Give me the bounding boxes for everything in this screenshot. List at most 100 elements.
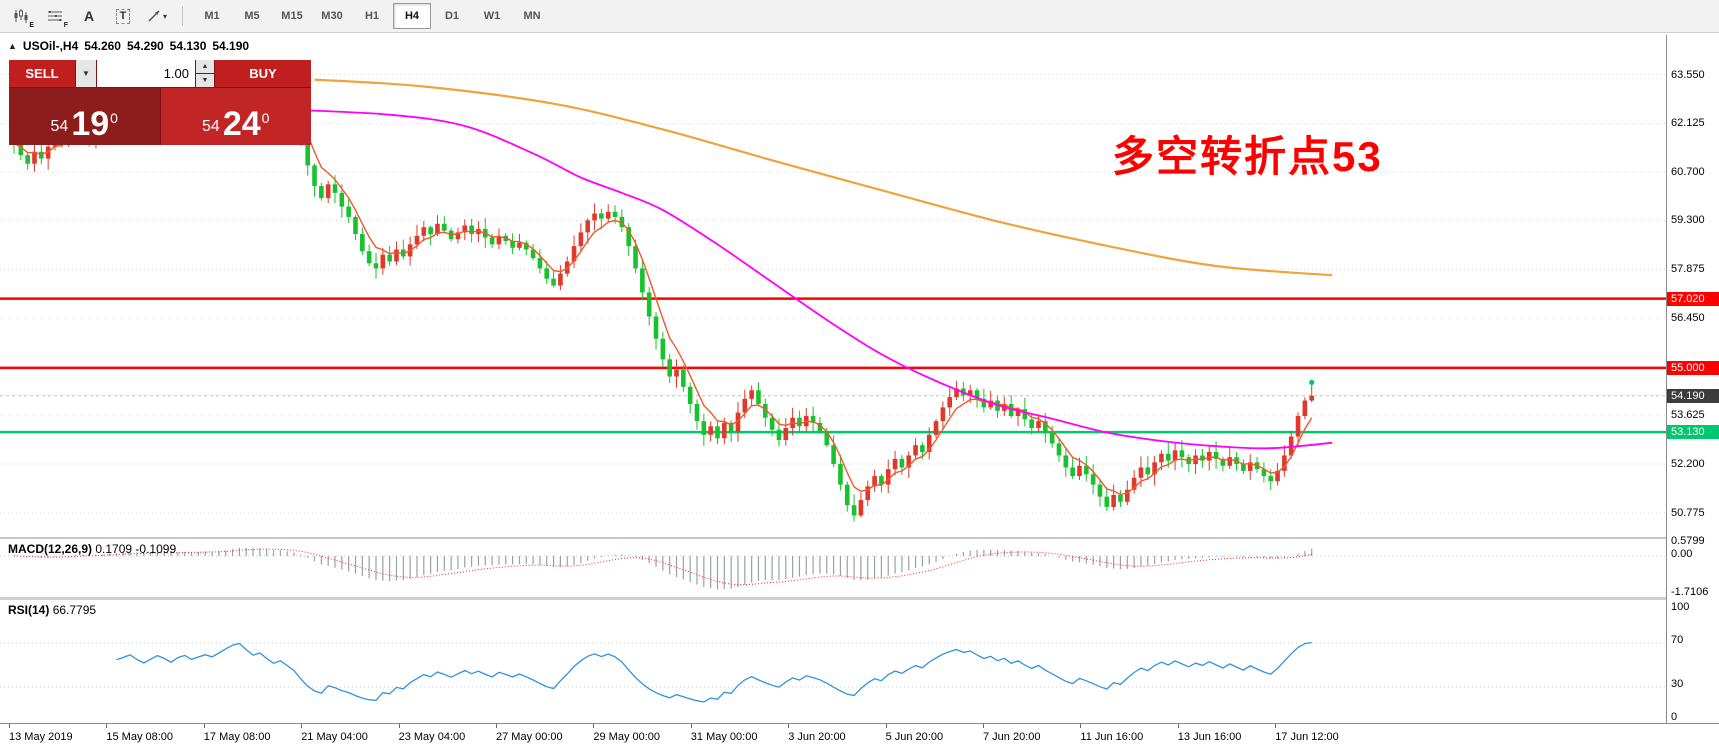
symbol-name: USOil-,H4 [22,39,79,53]
ohlc-close: 54.190 [212,39,250,53]
rsi-axis-label: 70 [1671,634,1684,646]
quote-tiles: 54 19 0 54 24 0 [9,88,311,145]
ask-pipette: 0 [261,110,270,126]
current-price-badge: 54.190 [1667,388,1719,403]
price-axis-label: 62.125 [1671,117,1705,130]
price-axis-label: 63.550 [1671,68,1705,81]
symbol-info-bar: ▲ USOil-,H4 54.260 54.290 54.130 54.190 [8,39,249,53]
price-axis-label: 60.700 [1671,166,1705,179]
time-axis-label: 17 May 08:00 [203,731,271,743]
chart-annotation-text: 多空转折点53 [1112,133,1383,180]
time-axis-tick [301,724,303,728]
macd-axis-label: 0.00 [1671,548,1693,560]
time-axis-tick [1275,724,1277,728]
rsi-axis-label: 0 [1671,711,1678,723]
price-axis-label: 53.625 [1671,409,1705,422]
price-axis-label: 59.300 [1671,214,1705,227]
medium-ma-line [293,108,1333,450]
chart-tools-group: E F A T ▾ [6,2,172,30]
macd-canvas[interactable] [0,539,1666,599]
macd-indicator-name: MACD(12,26,9) [8,542,93,556]
time-axis-tick [885,724,887,728]
macd-pane[interactable]: MACD(12,26,9) 0.1709 -0.1099 [0,537,1666,597]
rsi-label: RSI(14) 66.7795 [8,603,96,617]
order-type-dropdown[interactable]: ▼ [76,60,96,87]
font-icon[interactable]: A [83,8,95,24]
time-axis-tick [1080,724,1082,728]
drawing-tools-icon[interactable]: ▾ [142,2,172,30]
time-axis-label: 5 Jun 20:00 [885,731,944,743]
timeframe-h4[interactable]: H4 [393,3,431,29]
timeframe-w1[interactable]: W1 [483,10,501,22]
bid-pips: 19 [71,105,110,144]
volume-step-down-button[interactable]: ▼ [196,74,214,87]
resistance-line-badge-57: 57.020 [1667,291,1719,306]
text-label-icon[interactable]: T [108,2,138,30]
rsi-value: 66.7795 [52,603,97,617]
volume-input[interactable] [97,60,195,87]
price-axis-label: 57.875 [1671,263,1705,276]
ohlc-high: 54.290 [126,39,164,53]
time-axis-tick [788,724,790,728]
time-axis-tick [106,724,108,728]
candlestick-chart-icon[interactable]: E [6,2,36,30]
time-axis-label: 29 May 00:00 [593,731,661,743]
timeframe-h1[interactable]: H1 [364,10,380,22]
main-chart-pane[interactable]: ▲ USOil-,H4 54.260 54.290 54.130 54.190 … [0,35,1666,537]
time-axis-label: 13 May 2019 [9,731,73,743]
macd-signal-line [13,548,1312,586]
timeframe-mn[interactable]: MN [523,10,541,22]
time-axis-label: 23 May 04:00 [398,731,466,743]
price-axis-label: 50.775 [1671,506,1705,519]
rsi-indicator-name: RSI(14) [8,603,50,617]
macd-axis-label: 0.5799 [1671,534,1705,547]
timeframe-m1[interactable]: M1 [204,10,220,22]
icon-badge-letter: E [29,22,34,29]
main-chart-canvas[interactable] [0,35,1666,537]
price-scale[interactable]: 63.550 62.125 60.700 59.300 57.875 56.450 53.6… [1666,35,1719,723]
timeframe-d1[interactable]: D1 [444,10,460,22]
icon-badge-letter: F [63,22,68,29]
bid-whole: 54 [50,118,69,135]
timeframe-m30[interactable]: M30 [321,10,343,22]
slow-ma-line [314,78,1333,277]
symbol-icon: ▲ [8,41,17,51]
rsi-canvas[interactable] [0,600,1666,726]
price-axis-label: 52.200 [1671,458,1705,471]
sell-button[interactable]: SELL [9,60,75,87]
time-axis-label: 7 Jun 20:00 [983,731,1041,743]
ask-whole: 54 [202,118,220,135]
timeframe-m15[interactable]: M15 [281,10,303,22]
rsi-line [116,641,1312,703]
time-axis-label: 13 Jun 16:00 [1177,731,1242,743]
time-axis-tick [496,724,497,728]
bid-price-tile[interactable]: 54 19 0 [9,88,160,145]
horizontal-level-lines[interactable] [0,297,1666,434]
volume-stepper: ▲ ▼ [196,60,214,87]
time-axis-label: 3 Jun 20:00 [788,731,846,743]
toolbar: E F A T ▾ M1 M5 M15 M30 H1 H4 D1 W1 MN [0,0,1719,33]
timeframe-m5[interactable]: M5 [244,10,260,22]
time-axis-tick [1177,724,1179,728]
ohlc-open: 54.260 [84,39,121,53]
indicator-levels-icon[interactable]: F [40,2,70,30]
time-axis[interactable]: 13 May 2019 15 May 08:00 17 May 08:00 21 Ma… [0,723,1719,752]
buy-button[interactable]: BUY [215,60,311,87]
price-axis-label: 56.450 [1671,312,1705,325]
rsi-pane[interactable]: RSI(14) 66.7795 [0,597,1666,723]
ask-price-tile[interactable]: 54 24 0 [160,88,311,145]
time-axis-label: 17 Jun 12:00 [1275,731,1339,743]
timeframe-group: M1 M5 M15 M30 H1 H4 D1 W1 MN [193,3,551,29]
time-axis-label: 15 May 08:00 [106,731,174,743]
time-axis-label: 21 May 04:00 [301,731,368,743]
support-line-badge-53: 53.130 [1667,425,1719,440]
time-axis-label: 27 May 00:00 [496,731,563,743]
macd-axis-label: -1.7106 [1671,586,1709,599]
volume-step-up-button[interactable]: ▲ [196,60,214,73]
macd-histogram [40,547,1313,590]
rsi-axis-label: 100 [1671,601,1690,613]
time-axis-tick [398,724,400,728]
resistance-line-badge-55: 55.000 [1667,360,1719,375]
toolbar-separator [182,6,183,26]
